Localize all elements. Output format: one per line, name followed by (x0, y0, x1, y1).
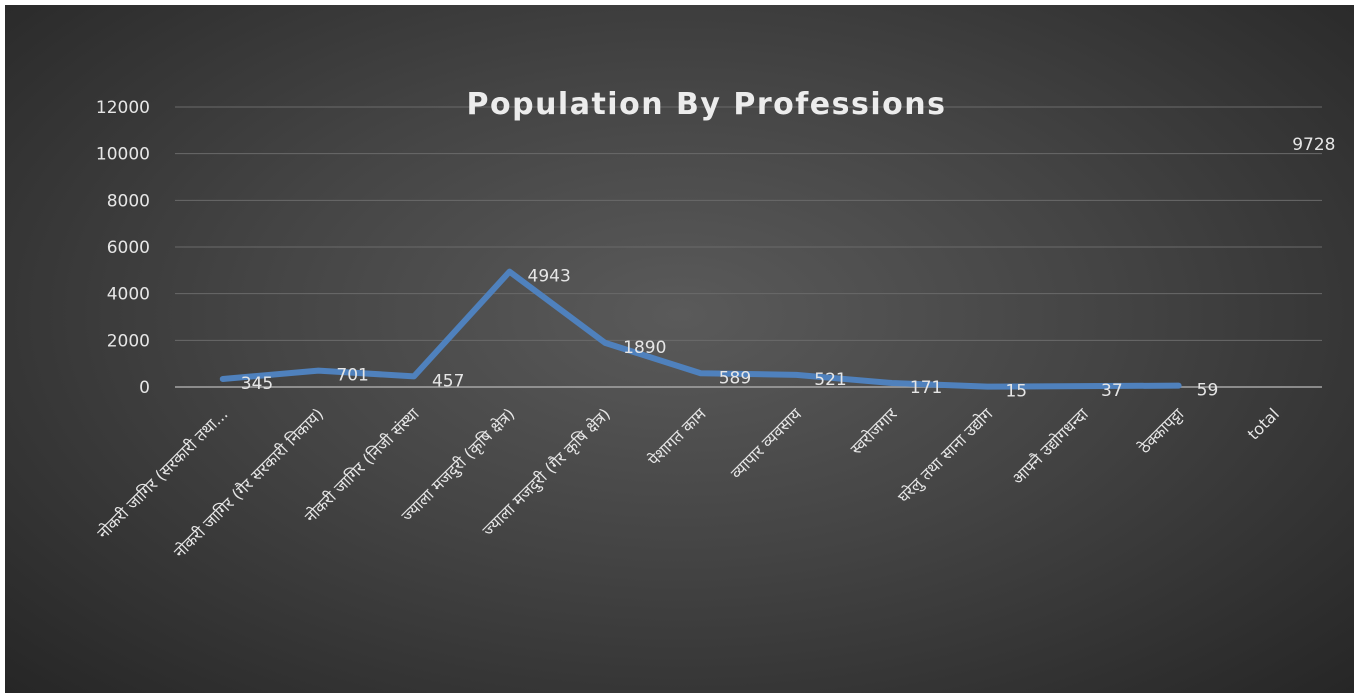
data-label: 1890 (623, 338, 666, 358)
y-tick-label: 10000 (96, 145, 150, 165)
chart-title: Population By Professions (466, 87, 947, 122)
data-label: 37 (1101, 381, 1123, 401)
x-tick-label: घरेलु तथा साना उद्योग (894, 404, 998, 508)
y-tick-label: 4000 (107, 285, 150, 305)
data-label: 457 (432, 371, 464, 391)
x-tick-label: आफ्नै उद्योगधन्दा (1008, 404, 1092, 488)
line-chart: 0 2000 4000 6000 8000 10000 12000 345 701 457 494… (93, 98, 1336, 562)
chart-area: 0 2000 4000 6000 8000 10000 12000 345 701 457 494… (5, 5, 1354, 693)
x-tick-label: व्यापार व्यवसाय (727, 404, 806, 483)
y-axis-ticks: 0 2000 4000 6000 8000 10000 12000 (96, 98, 150, 398)
y-tick-label: 2000 (107, 331, 150, 351)
data-label: 345 (241, 374, 273, 394)
data-label: 9728 (1292, 135, 1335, 155)
x-tick-label: पेशागत काम (644, 404, 710, 470)
data-label: 4943 (528, 267, 571, 287)
y-tick-label: 8000 (107, 191, 150, 211)
y-tick-label: 12000 (96, 98, 150, 118)
data-label: 521 (814, 370, 846, 390)
series-line (219, 268, 1182, 390)
x-tick-label: ठेक्कापट्टा (1135, 404, 1188, 457)
x-axis-ticks: नोकरी जागिर (सरकारी तथा...नोकरी जागिर (ग… (93, 404, 1283, 562)
x-tick-label: total (1244, 404, 1283, 443)
gridlines (175, 106, 1322, 388)
x-tick-label: स्वरोजगार (847, 404, 901, 458)
data-label: 59 (1197, 381, 1219, 401)
data-label: 701 (336, 366, 368, 386)
series-lines (219, 268, 1182, 390)
data-label: 589 (719, 368, 751, 388)
y-tick-label: 0 (139, 378, 150, 398)
y-tick-label: 6000 (107, 238, 150, 258)
data-label: 15 (1005, 382, 1027, 402)
data-label: 171 (910, 378, 942, 398)
data-labels: 345 701 457 4943 1890 589 521 171 15 37 59 9728 (241, 135, 1336, 402)
